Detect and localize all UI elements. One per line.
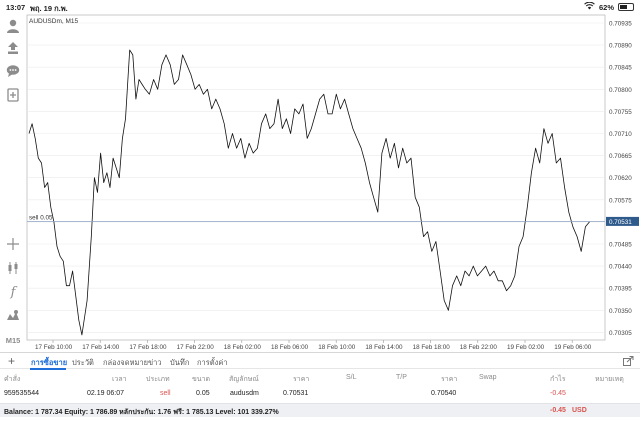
candle-icon[interactable] bbox=[5, 260, 21, 276]
y-tick-label: 0.70935 bbox=[609, 21, 632, 28]
col-order: คำสั่ง bbox=[4, 376, 21, 383]
y-tick-label: 0.70395 bbox=[609, 286, 632, 293]
balance-bar: Balance: 1 787.34 Equity: 1 786.89 หลักป… bbox=[0, 403, 640, 417]
status-indicators: 62% bbox=[584, 1, 634, 12]
tab-journal[interactable]: บันทึก bbox=[170, 358, 190, 367]
crosshair-icon[interactable] bbox=[5, 236, 21, 252]
tab-mailbox[interactable]: กล่องจดหมาย bbox=[103, 358, 149, 367]
timeframe-button[interactable]: M15 bbox=[5, 335, 21, 345]
trade-icon[interactable] bbox=[5, 40, 21, 56]
table-header: คำสั่ง เวลา ประเภท ขนาด สัญลักษณ์ ราคา S… bbox=[0, 371, 640, 385]
price-chart[interactable]: 0.70935 0.70890 0.70845 0.70800 0.70755 0.707… bbox=[0, 0, 640, 352]
status-bar: 13:07 พฤ. 19 ก.พ. 62% bbox=[0, 0, 640, 14]
order-symbol: audusdm bbox=[230, 390, 259, 397]
x-tick-label: 18 Feb 22:00 bbox=[460, 344, 498, 351]
x-tick-label: 17 Feb 14:00 bbox=[82, 344, 120, 351]
symbol-label: AUDUSDm, M15 bbox=[29, 18, 79, 25]
clock: 13:07 bbox=[6, 3, 26, 12]
x-tick-label: 18 Feb 02:00 bbox=[224, 344, 262, 351]
chat-icon[interactable] bbox=[5, 63, 21, 79]
tab-news[interactable]: ข่าว bbox=[148, 358, 162, 367]
left-toolbar: f M15 bbox=[0, 14, 26, 352]
tab-settings[interactable]: การตั้งค่า bbox=[197, 358, 228, 367]
col-sl: S/L bbox=[346, 374, 357, 381]
col-current-price: ราคา bbox=[441, 376, 458, 383]
col-swap: Swap bbox=[479, 374, 497, 381]
tab-history[interactable]: ประวัติ bbox=[72, 358, 94, 367]
y-tick-label: 0.70620 bbox=[609, 175, 632, 182]
current-price-tag bbox=[606, 216, 639, 226]
col-time: เวลา bbox=[112, 376, 127, 383]
indicator-icon[interactable]: f bbox=[10, 284, 16, 300]
col-comment: หมายเหตุ bbox=[595, 376, 624, 383]
x-tick-label: 17 Feb 22:00 bbox=[177, 344, 215, 351]
price-line bbox=[28, 49, 590, 336]
col-symbol: สัญลักษณ์ bbox=[229, 376, 259, 383]
col-volume: ขนาด bbox=[192, 376, 211, 383]
col-price: ราคา bbox=[293, 376, 310, 383]
x-tick-label: 19 Feb 02:00 bbox=[507, 344, 545, 351]
x-tick-label: 18 Feb 18:00 bbox=[413, 344, 451, 351]
y-tick-label: 0.70710 bbox=[609, 131, 632, 138]
order-volume: 0.05 bbox=[196, 390, 210, 397]
y-tick-label: 0.70305 bbox=[609, 330, 632, 337]
balance-summary: Balance: 1 787.34 Equity: 1 786.89 หลักป… bbox=[4, 409, 279, 416]
x-tick-label: 19 Feb 06:00 bbox=[554, 344, 592, 351]
col-tp: T/P bbox=[396, 374, 407, 381]
order-type: sell bbox=[160, 390, 171, 397]
x-tick-label: 18 Feb 14:00 bbox=[365, 344, 403, 351]
order-time: 02.19 06:07 bbox=[87, 390, 124, 397]
current-price-label: 0.70531 bbox=[609, 219, 632, 226]
y-tick-label: 0.70350 bbox=[609, 308, 632, 315]
y-tick-label: 0.70755 bbox=[609, 109, 632, 116]
objects-icon[interactable] bbox=[5, 308, 21, 324]
add-icon[interactable]: + bbox=[8, 354, 16, 368]
export-icon[interactable] bbox=[623, 356, 634, 368]
sell-line-label: sell 0.05 bbox=[29, 214, 53, 221]
y-tick-label: 0.70800 bbox=[609, 87, 632, 94]
x-tick-label: 18 Feb 06:00 bbox=[271, 344, 309, 351]
table-row[interactable]: 959535544 02.19 06:07 sell 0.05 audusdm … bbox=[0, 387, 640, 401]
order-id: 959535544 bbox=[4, 390, 40, 397]
y-tick-label: 0.70575 bbox=[609, 197, 632, 204]
col-profit: กำไร bbox=[550, 376, 566, 383]
battery-percent: 62% bbox=[598, 2, 614, 12]
tab-trade[interactable]: การซื้อขาย bbox=[31, 358, 68, 367]
battery-icon bbox=[618, 3, 634, 11]
x-tick-label: 17 Feb 10:00 bbox=[35, 344, 73, 351]
add-document-icon[interactable] bbox=[5, 87, 21, 103]
active-tab-indicator bbox=[30, 368, 66, 370]
y-tick-label: 0.70485 bbox=[609, 242, 632, 249]
account-icon[interactable] bbox=[5, 18, 21, 34]
x-tick-label: 17 Feb 18:00 bbox=[129, 344, 167, 351]
account-currency: USD bbox=[572, 407, 587, 414]
y-tick-label: 0.70890 bbox=[609, 43, 632, 50]
total-profit: -0.45 bbox=[550, 407, 566, 414]
order-profit: -0.45 bbox=[550, 390, 566, 397]
date: พฤ. 19 ก.พ. bbox=[30, 4, 68, 13]
x-tick-label: 18 Feb 10:00 bbox=[318, 344, 356, 351]
wifi-icon bbox=[584, 1, 595, 12]
y-tick-label: 0.70665 bbox=[609, 153, 632, 160]
order-open-price: 0.70531 bbox=[283, 390, 309, 397]
terminal-tabs: + การซื้อขาย ประวัติ กล่องจดหมาย ข่าว บั… bbox=[0, 352, 640, 370]
y-tick-label: 0.70845 bbox=[609, 65, 632, 72]
order-current-price: 0.70540 bbox=[431, 390, 457, 397]
y-tick-label: 0.70440 bbox=[609, 264, 632, 271]
col-type: ประเภท bbox=[146, 376, 170, 383]
